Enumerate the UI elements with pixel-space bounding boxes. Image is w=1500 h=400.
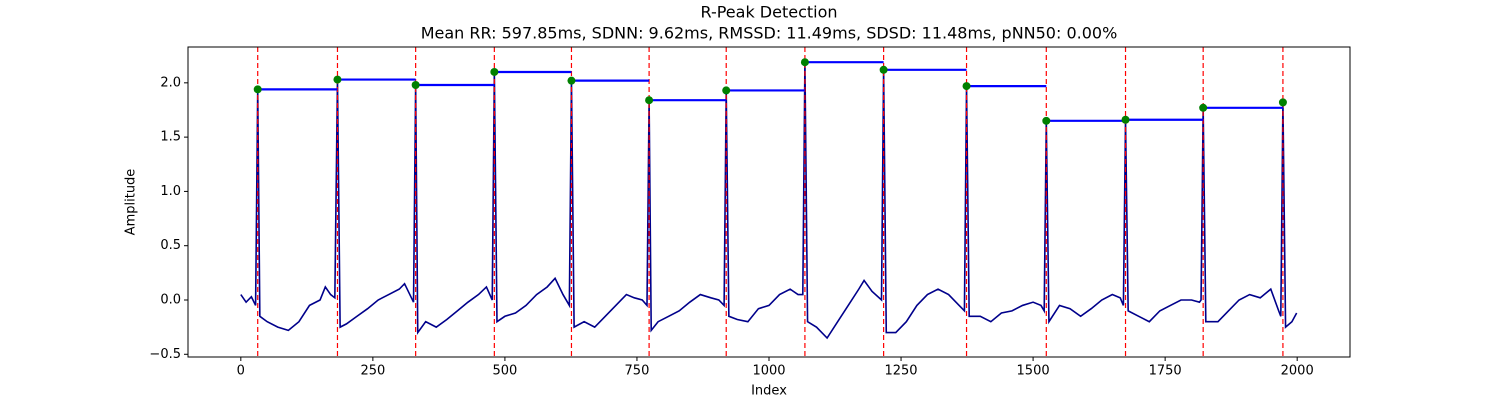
x-tick-label: 1000: [752, 364, 785, 379]
plot-frame: [187, 46, 1351, 358]
y-tick-label: 0.5: [160, 238, 181, 253]
x-tick-label: 500: [492, 364, 517, 379]
peak-marker: [567, 76, 576, 85]
y-tick-label: 2.0: [160, 75, 181, 90]
x-tick-label: 750: [625, 364, 650, 379]
peak-marker: [879, 65, 888, 74]
y-axis-label: Amplitude: [124, 169, 139, 236]
x-tick-label: 0: [237, 364, 245, 379]
x-tick-label: 1750: [1149, 364, 1182, 379]
peak-marker: [1121, 115, 1130, 124]
y-tick-label: −0.5: [149, 347, 181, 362]
peak-marker: [645, 96, 654, 105]
y-tick-label: 0.0: [160, 292, 181, 307]
x-tick-label: 1500: [1017, 364, 1050, 379]
peak-marker: [333, 75, 342, 84]
peak-marker: [1042, 116, 1051, 125]
peak-marker: [1199, 103, 1208, 112]
x-tick-label: 250: [360, 364, 385, 379]
chart-subtitle: Mean RR: 597.85ms, SDNN: 9.62ms, RMSSD: …: [421, 24, 1118, 43]
peak-marker: [253, 85, 262, 94]
peak-marker: [722, 86, 731, 95]
signal-line: [240, 62, 1298, 340]
peak-marker: [490, 67, 499, 76]
y-tick-label: 1.0: [160, 184, 181, 199]
x-tick-label: 1250: [884, 364, 917, 379]
peak-marker: [411, 81, 420, 90]
chart-title: R-Peak Detection: [700, 3, 837, 22]
y-tick-label: 1.5: [160, 130, 181, 145]
x-tick-label: 2000: [1281, 364, 1314, 379]
peak-marker: [1278, 98, 1287, 107]
x-axis-label: Index: [751, 384, 787, 399]
peak-marker: [800, 58, 809, 67]
peak-marker: [962, 82, 971, 91]
